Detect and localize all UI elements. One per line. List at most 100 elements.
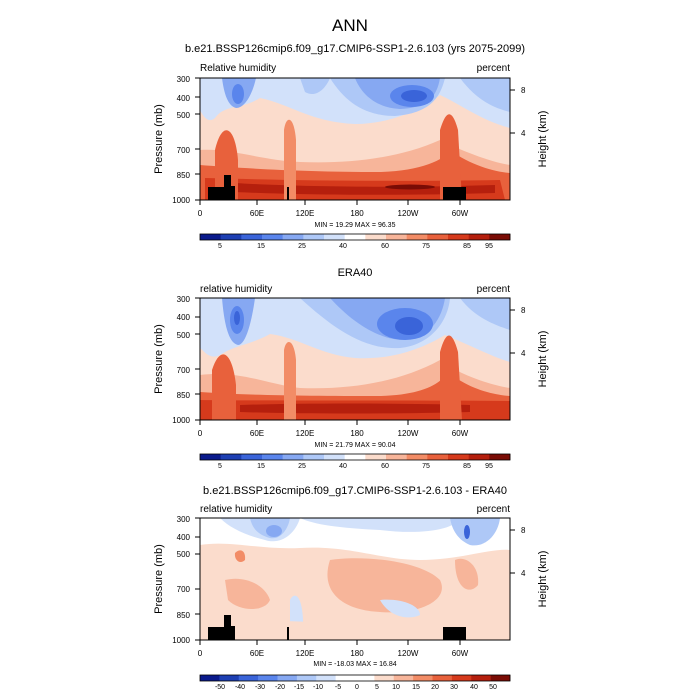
colorbar-label: 5 xyxy=(218,243,222,250)
y-tick-label: 1000 xyxy=(172,416,190,425)
topography-mask xyxy=(224,175,231,200)
y-axis-right: 8 4 xyxy=(521,306,526,358)
y-tick-label: 500 xyxy=(177,331,191,340)
colorbar-swatch xyxy=(200,454,221,460)
x-tick-label: 0 xyxy=(198,649,203,658)
colorbar-swatch xyxy=(282,234,304,240)
panel-observation: ERA40 relative humidity percent 300 400 xyxy=(153,267,549,470)
y-axis-left: 300 400 500 700 850 1000 xyxy=(172,295,190,425)
colorbar-label: 20 xyxy=(431,684,439,691)
y-axis-right: 8 4 xyxy=(521,526,526,578)
x-axis: 0 60E 120E 180 120W 60W xyxy=(198,429,469,438)
x-tick-label: 180 xyxy=(350,429,364,438)
colorbar-label: 15 xyxy=(257,243,265,250)
colorbar-label: 60 xyxy=(381,243,389,250)
colorbar-label: 40 xyxy=(470,684,478,691)
y-axis-left: 300 400 500 700 850 1000 xyxy=(172,75,190,205)
panel-title: b.e21.BSSP126cmip6.f09_g17.CMIP6-SSP1-2.… xyxy=(203,485,507,497)
colorbar-label: 50 xyxy=(489,684,497,691)
y2-tick-label: 8 xyxy=(521,526,526,535)
colorbar xyxy=(199,453,511,461)
colorbar-label: 30 xyxy=(450,684,458,691)
colorbar-swatch xyxy=(335,675,356,681)
y2-tick-label: 4 xyxy=(521,569,526,578)
colorbar-swatch xyxy=(448,234,469,240)
plot-frame xyxy=(199,517,511,641)
x-tick-label: 120W xyxy=(398,429,419,438)
y-tick-label: 500 xyxy=(177,111,191,120)
y-tick-label: 400 xyxy=(177,313,191,322)
colorbar-swatch xyxy=(316,675,336,681)
y2-tick-label: 8 xyxy=(521,86,526,95)
colorbar-frame xyxy=(199,233,511,241)
colorbar-swatch xyxy=(386,234,407,240)
colorbar-labels: 5 15 25 40 60 75 85 95 xyxy=(218,243,493,250)
y-tick-label: 850 xyxy=(177,611,191,620)
colorbar-label: 95 xyxy=(485,243,493,250)
colorbar-swatch xyxy=(344,454,366,460)
colorbar-label: 25 xyxy=(298,463,306,470)
colorbar xyxy=(199,233,511,241)
colorbar-swatch xyxy=(200,234,221,240)
y-tick-label: 300 xyxy=(177,295,191,304)
colorbar-label: 5 xyxy=(218,463,222,470)
colorbar-swatch xyxy=(282,454,304,460)
colorbar-label: -50 xyxy=(215,684,225,691)
colorbar-swatch xyxy=(262,454,283,460)
colorbar-swatch xyxy=(241,454,263,460)
plot-frame xyxy=(199,297,511,421)
colorbar-swatch xyxy=(200,675,220,681)
x-tick-label: 120W xyxy=(398,649,419,658)
colorbar-swatch xyxy=(219,675,240,681)
x-tick-label: 180 xyxy=(350,209,364,218)
y2-tick-label: 8 xyxy=(521,306,526,315)
colorbar-swatch xyxy=(303,454,325,460)
topography-mask xyxy=(208,627,225,640)
colorbar xyxy=(199,674,511,682)
y-tick-label: 500 xyxy=(177,550,191,559)
panel-right-label: percent xyxy=(477,504,511,515)
y-tick-label: 850 xyxy=(177,171,191,180)
colorbar-label: 40 xyxy=(339,463,347,470)
colorbar-swatch xyxy=(427,454,449,460)
colorbar-label: 40 xyxy=(339,243,347,250)
colorbar-label: -20 xyxy=(275,684,285,691)
y-tick-label: 300 xyxy=(177,515,191,524)
colorbar-label: -40 xyxy=(235,684,245,691)
colorbar-swatch xyxy=(220,454,242,460)
contour-field xyxy=(200,518,510,640)
min-max-stats: MIN = 21.79 MAX = 90.04 xyxy=(315,442,396,449)
colorbar-swatch xyxy=(471,675,491,681)
min-max-stats: MIN = 19.29 MAX = 96.35 xyxy=(315,222,396,229)
colorbar-swatch xyxy=(393,675,414,681)
y2-axis-title: Height (km) xyxy=(537,551,549,608)
colorbar-label: -10 xyxy=(313,684,323,691)
x-tick-label: 120E xyxy=(296,649,315,658)
contour-field xyxy=(200,298,510,420)
y2-axis-title: Height (km) xyxy=(537,331,549,388)
colorbar-swatch xyxy=(355,675,375,681)
colorbar-frame xyxy=(199,453,511,461)
y-tick-label: 700 xyxy=(177,585,191,594)
panel-left-label: relative humidity xyxy=(200,284,272,295)
x-axis: 0 60E 120E 180 120W 60W xyxy=(198,209,469,218)
y-tick-label: 1000 xyxy=(172,636,190,645)
x-tick-label: 0 xyxy=(198,429,203,438)
y-tick-label: 400 xyxy=(177,533,191,542)
x-tick-label: 120W xyxy=(398,209,419,218)
x-tick-label: 60E xyxy=(250,429,264,438)
colorbar-swatch xyxy=(489,234,511,240)
y2-tick-label: 4 xyxy=(521,349,526,358)
colorbar-label: -5 xyxy=(335,684,341,691)
plot-frame xyxy=(199,77,511,201)
colorbar-swatch xyxy=(324,454,345,460)
x-tick-label: 60E xyxy=(250,649,264,658)
colorbar-swatch xyxy=(220,234,242,240)
x-tick-label: 60W xyxy=(452,649,469,658)
colorbar-label: -30 xyxy=(255,684,265,691)
colorbar-swatch xyxy=(365,454,387,460)
figure-title: ANN xyxy=(332,16,368,35)
panel-left-label: relative humidity xyxy=(200,504,272,515)
colorbar-swatch xyxy=(386,454,407,460)
topography-mask xyxy=(443,627,466,640)
